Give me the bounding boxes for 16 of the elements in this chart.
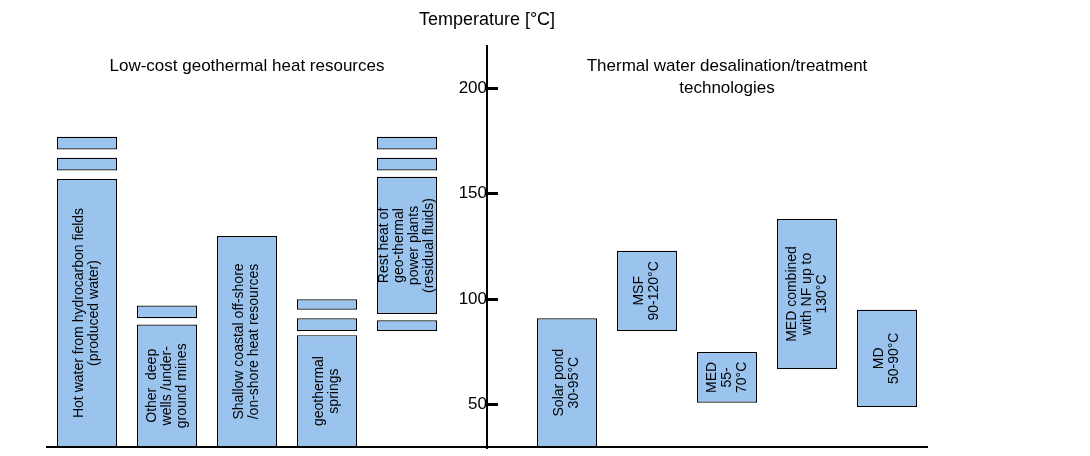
x-tick-label: Other deep wells /under- ground mines — [142, 343, 189, 429]
annotation: Thermal water desalination/treatment technologies — [586, 56, 868, 97]
x-tick-label: Hot water from hydrocarbon fields (produced water) — [70, 207, 102, 419]
x-tick-label: Solar pond 30-95°C — [550, 348, 582, 417]
y-tick-label: 200 — [458, 77, 487, 97]
y-tick-label: 150 — [458, 183, 487, 203]
x-tick-label: geothermal springs — [310, 356, 342, 427]
y-tick-label: 50 — [468, 394, 487, 414]
y-tick-label: 100 — [458, 288, 487, 308]
x-tick-label: MED 55- 70°C — [702, 361, 749, 393]
y-axis-title: Temperature [°C] — [417, 8, 557, 30]
annotation: Low-cost geothermal heat resources — [108, 55, 386, 77]
x-tick-label: MSF 90-120°C — [630, 261, 662, 321]
x-tick-label: MED combined with NF up to 130°C — [782, 246, 829, 342]
x-tick-label: MD 50-90°C — [870, 332, 902, 385]
x-tick-label: Shallow coastal off-shore /on-shore heat resources — [230, 263, 262, 420]
